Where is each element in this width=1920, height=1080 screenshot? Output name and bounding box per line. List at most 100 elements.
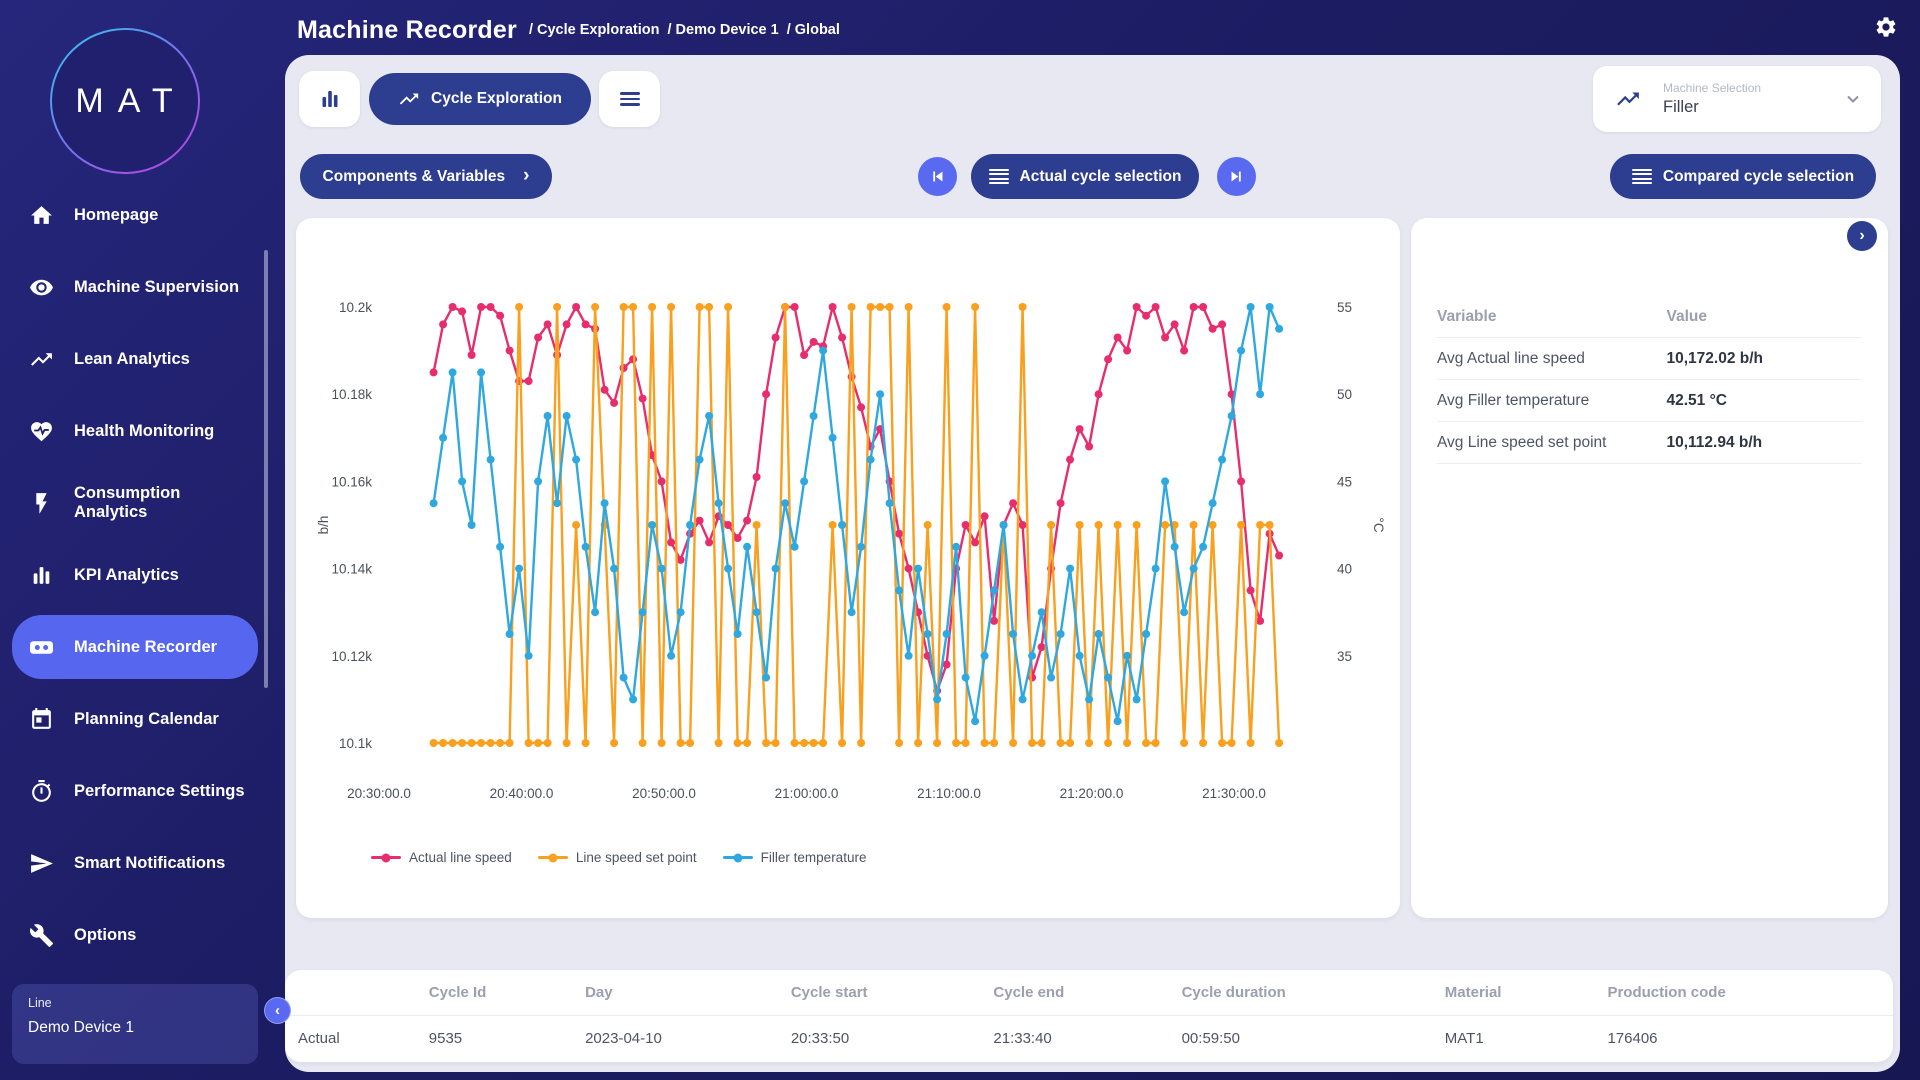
recorder-icon <box>28 634 54 660</box>
line-chart-icon <box>1617 92 1639 106</box>
stats-value: 10,172.02 b/h <box>1666 349 1764 367</box>
sidebar-scrollbar[interactable] <box>264 250 268 688</box>
legend-label: Filler temperature <box>760 850 867 865</box>
actual-cycle-selection-button[interactable]: Actual cycle selection <box>971 154 1199 199</box>
sidebar-item-performance-settings[interactable]: Performance Settings <box>12 759 258 823</box>
home-icon <box>28 202 54 228</box>
compared-cycle-selection-button[interactable]: Compared cycle selection <box>1610 154 1876 199</box>
sidebar-item-machine-recorder[interactable]: Machine Recorder <box>12 615 258 679</box>
sidebar-item-consumption-analytics[interactable]: Consumption Analytics <box>12 471 258 535</box>
cycle-cell: 176406 <box>1607 1030 1658 1047</box>
cycle-cell: 9535 <box>428 1030 463 1047</box>
settings-button[interactable] <box>1874 15 1898 39</box>
expand-panel-button[interactable]: › <box>1847 221 1877 251</box>
gear-icon <box>1876 17 1896 37</box>
main-content: Cycle Exploration Machine Selection Fill… <box>285 55 1900 1072</box>
sidebar-item-label: Machine Supervision <box>74 277 240 296</box>
sidebar-item-smart-notifications[interactable]: Smart Notifications <box>12 831 258 895</box>
stats-row: Avg Filler temperature 42.51 °C <box>1437 380 1862 422</box>
cycle-table-row[interactable]: Actual 9535 2023-04-10 20:33:50 21:33:40 00:5… <box>285 1016 1893 1061</box>
stats-header-row: Variable Value <box>1437 296 1862 338</box>
legend-label: Line speed set point <box>575 850 697 865</box>
stats-header-value: Value <box>1666 307 1708 325</box>
svg-text:20:50:00.0: 20:50:00.0 <box>632 786 696 801</box>
cycle-cell: MAT1 <box>1444 1030 1484 1047</box>
svg-text:21:10:00.0: 21:10:00.0 <box>917 786 981 801</box>
cycle-column-header: Material <box>1444 984 1502 1001</box>
next-cycle-button[interactable] <box>1217 157 1256 196</box>
sidebar-item-options[interactable]: Options <box>12 903 258 967</box>
previous-cycle-button[interactable] <box>918 157 957 196</box>
stopwatch-icon <box>28 778 54 804</box>
stats-variable: Avg Line speed set point <box>1437 433 1607 451</box>
svg-text:50: 50 <box>1337 387 1352 402</box>
legend-item-actual-line-speed[interactable]: Actual line speed <box>371 850 512 865</box>
device-card[interactable]: Line Demo Device 1 <box>12 984 258 1064</box>
send-icon <box>28 850 54 876</box>
sidebar-item-label: Performance Settings <box>74 781 245 800</box>
legend-label: Actual line speed <box>409 850 512 865</box>
svg-text:10.1k: 10.1k <box>339 736 372 751</box>
bar-chart-view-button[interactable] <box>299 71 360 127</box>
sidebar-item-label: Smart Notifications <box>74 853 226 872</box>
breadcrumb-item[interactable]: / Demo Device 1 <box>667 22 779 38</box>
stats-row: Avg Line speed set point 10,112.94 b/h <box>1437 422 1862 464</box>
cycle-cell: 20:33:50 <box>790 1030 850 1047</box>
cycle-info-card: Cycle Id Day Cycle start Cycle end Cycle dur… <box>285 970 1893 1062</box>
cycle-column-header: Production code <box>1607 984 1726 1001</box>
legend-marker <box>537 853 568 862</box>
eye-icon <box>28 274 54 300</box>
svg-text:40: 40 <box>1337 562 1352 577</box>
svg-text:20:30:00.0: 20:30:00.0 <box>347 786 411 801</box>
stats-row: Avg Actual line speed 10,172.02 b/h <box>1437 338 1862 380</box>
machine-selection-dropdown[interactable]: Machine Selection Filler <box>1593 66 1881 132</box>
sidebar-item-label: Machine Recorder <box>74 637 218 656</box>
bar-chart-icon <box>28 562 54 588</box>
cycle-column-header: Cycle end <box>993 984 1065 1001</box>
svg-text:10.14k: 10.14k <box>331 562 372 577</box>
chevron-down-icon <box>1847 95 1859 103</box>
sidebar-nav: Homepage Machine Supervision Lean Analytic… <box>12 183 258 975</box>
sidebar-item-health-monitoring[interactable]: Health Monitoring <box>12 399 258 463</box>
tab-label: Cycle Exploration <box>431 90 562 107</box>
svg-text:10.2k: 10.2k <box>339 300 372 315</box>
wrench-icon <box>28 922 54 948</box>
line-chart-icon <box>399 93 419 105</box>
legend-item-filler-temperature[interactable]: Filler temperature <box>722 850 867 865</box>
stats-header-variable: Variable <box>1437 307 1497 325</box>
bolt-icon <box>28 490 54 516</box>
machine-selection-value: Filler <box>1663 98 1699 116</box>
skip-previous-icon <box>933 171 943 182</box>
svg-text:10.18k: 10.18k <box>331 387 372 402</box>
breadcrumb-item[interactable]: / Cycle Exploration <box>528 22 660 38</box>
heart-pulse-icon <box>28 418 54 444</box>
sidebar-item-kpi-analytics[interactable]: KPI Analytics <box>12 543 258 607</box>
device-name: Demo Device 1 <box>28 1019 134 1036</box>
calendar-icon <box>28 706 54 732</box>
sidebar-item-homepage[interactable]: Homepage <box>12 183 258 247</box>
sidebar-item-lean-analytics[interactable]: Lean Analytics <box>12 327 258 391</box>
svg-text:55: 55 <box>1337 300 1352 315</box>
cycle-chart[interactable]: 20:30:00.0 20:40:00.0 20:50:00.0 21:00:00.0… <box>296 218 1400 918</box>
breadcrumb-item[interactable]: / Global <box>786 22 840 38</box>
tab-cycle-exploration[interactable]: Cycle Exploration <box>369 73 591 125</box>
sidebar-item-machine-supervision[interactable]: Machine Supervision <box>12 255 258 319</box>
chart-legend: Actual line speed Line speed set point Fil… <box>371 850 866 865</box>
cycle-column-header: Cycle Id <box>428 984 487 1001</box>
cycle-table-header: Cycle Id Day Cycle start Cycle end Cycle dur… <box>285 970 1893 1016</box>
sidebar-item-planning-calendar[interactable]: Planning Calendar <box>12 687 258 751</box>
cycle-column-header: Day <box>585 984 613 1001</box>
statistics-card: › Variable Value Avg Actual line speed 10,1… <box>1411 218 1888 918</box>
sidebar: MAT Homepage Machine Supervision Lean Anal… <box>0 0 285 1080</box>
bar-chart-icon <box>322 91 337 107</box>
legend-item-line-speed-set-point[interactable]: Line speed set point <box>537 850 697 865</box>
variable-value-table: Variable Value Avg Actual line speed 10,172… <box>1437 296 1862 464</box>
components-variables-button[interactable]: Components & Variables › <box>300 154 552 199</box>
chevron-right-icon: › <box>1859 227 1865 244</box>
menu-view-button[interactable] <box>599 71 660 127</box>
sidebar-collapse-button[interactable]: ‹ <box>264 997 291 1024</box>
logo-text: MAT <box>75 81 187 120</box>
sidebar-item-label: Lean Analytics <box>74 349 190 368</box>
sidebar-item-label: Options <box>74 925 137 944</box>
